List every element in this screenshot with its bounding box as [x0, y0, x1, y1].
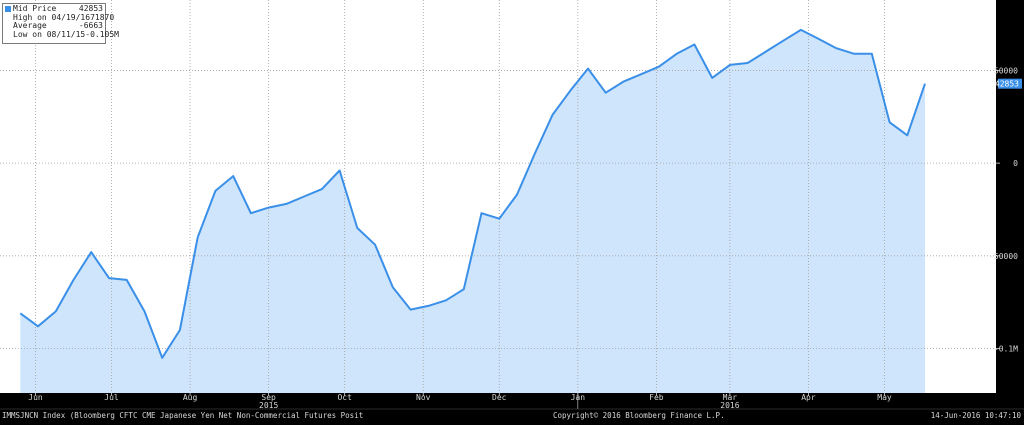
data-point	[463, 288, 465, 290]
data-point	[321, 188, 323, 190]
footer-timestamp: 14-Jun-2016 10:47:10	[930, 411, 1021, 420]
data-point	[888, 121, 890, 123]
data-point	[711, 77, 713, 79]
x-tick-label: Dec	[492, 393, 507, 402]
legend-row-high: High on 04/19/16 71870	[5, 12, 114, 23]
data-point	[587, 67, 589, 69]
data-point	[427, 305, 429, 307]
legend-label: Average	[13, 21, 47, 30]
data-point	[392, 286, 394, 288]
data-point	[37, 325, 39, 327]
mid-price-swatch	[5, 6, 11, 13]
last-value-badge	[998, 78, 1022, 89]
footer-index-description: IMMSJNCN Index (Bloomberg CFTC CME Japan…	[2, 411, 364, 420]
legend-label: Low on 08/11/15	[13, 29, 86, 39]
data-point	[835, 47, 837, 49]
data-point	[445, 299, 447, 301]
data-point	[303, 195, 305, 197]
data-point	[569, 90, 571, 92]
x-tick-label: Nov	[416, 393, 431, 402]
data-point	[817, 38, 819, 40]
x-tick-label: Mar	[723, 393, 738, 402]
data-point	[55, 310, 57, 312]
data-point	[19, 312, 21, 314]
x-tick-label: Aug	[183, 393, 198, 402]
legend-row-low: Low on 08/11/15 -0.105M	[5, 29, 119, 40]
data-point	[161, 357, 163, 359]
data-point	[267, 206, 269, 208]
data-point	[72, 279, 74, 281]
data-point	[516, 193, 518, 195]
data-point	[605, 92, 607, 94]
data-point	[906, 134, 908, 136]
data-point	[853, 53, 855, 55]
x-tick-label: Jul	[104, 393, 119, 402]
data-point	[126, 279, 128, 281]
series-area-fill	[20, 29, 926, 394]
legend-label: Mid Price	[13, 4, 57, 13]
data-point	[782, 40, 784, 42]
data-point	[179, 329, 181, 331]
data-point	[658, 66, 660, 68]
legend-row-mid-price: Mid Price 42853	[5, 4, 103, 14]
data-point	[285, 203, 287, 205]
data-point	[250, 212, 252, 214]
x-tick-label: Jun	[28, 393, 43, 402]
legend-label: High on 04/19/16	[13, 12, 91, 22]
data-point	[374, 244, 376, 246]
data-point	[232, 175, 234, 177]
x-tick-label: Apr	[801, 393, 816, 402]
y-tick-label: -0.1M	[994, 345, 1018, 354]
x-tick-label: Feb	[649, 393, 664, 402]
series-line-mid-price	[19, 28, 926, 359]
y-axis-background	[996, 0, 1024, 393]
footer-copyright: Copyright© 2016 Bloomberg Finance L.P.	[553, 411, 725, 420]
data-point	[729, 64, 731, 66]
y-tick-label: -50000	[989, 252, 1018, 261]
data-point	[409, 308, 411, 310]
data-point	[551, 114, 553, 116]
last-value-label: 42853	[995, 80, 1019, 89]
data-point	[746, 62, 748, 64]
data-point	[871, 53, 873, 55]
legend-row-average: Average -6663	[5, 21, 103, 31]
data-point	[214, 190, 216, 192]
year-label: 2016	[720, 401, 739, 410]
data-point	[622, 80, 624, 82]
legend-value: 71870	[90, 12, 115, 22]
legend-value: 42853	[78, 4, 103, 13]
x-tick-label: Sep	[261, 393, 276, 402]
chart-legend: Mid Price 42853 High on 04/19/16 71870 A…	[2, 3, 119, 44]
data-point	[764, 51, 766, 53]
data-point	[534, 153, 536, 155]
year-label: 2015	[259, 401, 278, 410]
data-point	[693, 43, 695, 45]
data-point	[143, 310, 145, 312]
data-point	[640, 73, 642, 75]
x-tick-label: Oct	[337, 393, 352, 402]
data-point	[498, 218, 500, 220]
data-point	[338, 169, 340, 171]
y-tick-label: 50000	[994, 66, 1018, 75]
data-point	[924, 83, 926, 85]
data-point	[800, 29, 802, 31]
x-axis-background	[0, 393, 1024, 421]
legend-value: -0.105M	[85, 29, 119, 39]
data-point	[356, 227, 358, 229]
data-point	[90, 251, 92, 253]
data-point	[197, 236, 199, 238]
chart-footer: IMMSJNCN Index (Bloomberg CFTC CME Japan…	[0, 410, 1024, 421]
data-point	[676, 53, 678, 55]
legend-value: -6663	[78, 21, 103, 30]
data-point	[480, 212, 482, 214]
y-tick-label: 0	[1013, 159, 1018, 168]
x-tick-label: May	[877, 393, 892, 402]
data-point	[108, 277, 110, 279]
